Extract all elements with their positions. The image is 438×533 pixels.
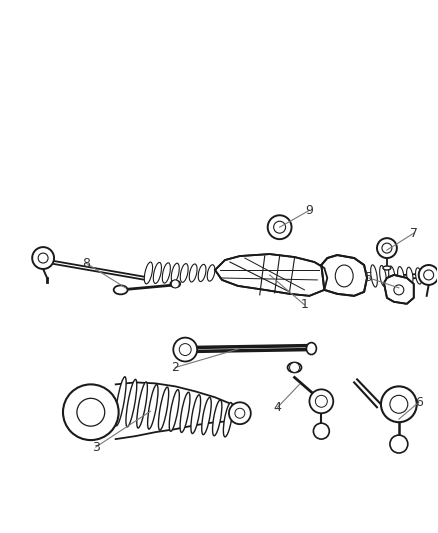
Ellipse shape [416, 268, 422, 284]
Ellipse shape [212, 400, 222, 436]
Circle shape [377, 238, 397, 258]
Ellipse shape [307, 343, 316, 354]
Ellipse shape [145, 262, 152, 284]
Polygon shape [321, 255, 367, 296]
Circle shape [390, 395, 408, 413]
Ellipse shape [159, 387, 169, 430]
Ellipse shape [288, 362, 301, 373]
Circle shape [394, 285, 404, 295]
Circle shape [315, 395, 327, 407]
Ellipse shape [169, 390, 179, 431]
Ellipse shape [335, 265, 353, 287]
Circle shape [314, 423, 329, 439]
Ellipse shape [380, 265, 386, 286]
Circle shape [173, 337, 197, 361]
Text: 9: 9 [305, 204, 313, 217]
Ellipse shape [398, 266, 404, 285]
Circle shape [419, 265, 438, 285]
Ellipse shape [207, 265, 215, 281]
Text: 7: 7 [410, 227, 418, 240]
Ellipse shape [424, 269, 431, 284]
Ellipse shape [389, 266, 395, 286]
Ellipse shape [202, 398, 211, 434]
Circle shape [424, 270, 434, 280]
Circle shape [32, 247, 54, 269]
Ellipse shape [371, 265, 378, 287]
Circle shape [38, 253, 48, 263]
Circle shape [381, 386, 417, 422]
Ellipse shape [115, 377, 126, 426]
Circle shape [77, 398, 105, 426]
Polygon shape [384, 275, 414, 304]
Polygon shape [215, 254, 327, 296]
Text: 4: 4 [274, 401, 282, 414]
Ellipse shape [171, 263, 179, 282]
Text: 1: 1 [300, 298, 308, 311]
Ellipse shape [170, 280, 180, 287]
Circle shape [179, 344, 191, 356]
Ellipse shape [406, 267, 413, 285]
Ellipse shape [383, 266, 391, 270]
Text: 3: 3 [92, 441, 100, 454]
Ellipse shape [191, 395, 201, 433]
Text: 5: 5 [365, 271, 373, 285]
Circle shape [382, 243, 392, 253]
Ellipse shape [126, 379, 137, 427]
Ellipse shape [137, 382, 148, 428]
Ellipse shape [180, 392, 190, 432]
Text: 2: 2 [171, 361, 179, 374]
Circle shape [290, 362, 300, 373]
Circle shape [268, 215, 292, 239]
Ellipse shape [153, 262, 162, 284]
Circle shape [235, 408, 245, 418]
Text: 8: 8 [82, 256, 90, 270]
Text: 6: 6 [415, 396, 423, 409]
Circle shape [229, 402, 251, 424]
Ellipse shape [148, 384, 158, 429]
Ellipse shape [189, 264, 197, 282]
Ellipse shape [114, 285, 127, 294]
Ellipse shape [162, 263, 170, 283]
Circle shape [309, 389, 333, 413]
Circle shape [63, 384, 119, 440]
Ellipse shape [198, 264, 206, 281]
Circle shape [390, 435, 408, 453]
Ellipse shape [180, 264, 188, 282]
Circle shape [171, 280, 179, 288]
Circle shape [274, 221, 286, 233]
Ellipse shape [223, 402, 233, 437]
